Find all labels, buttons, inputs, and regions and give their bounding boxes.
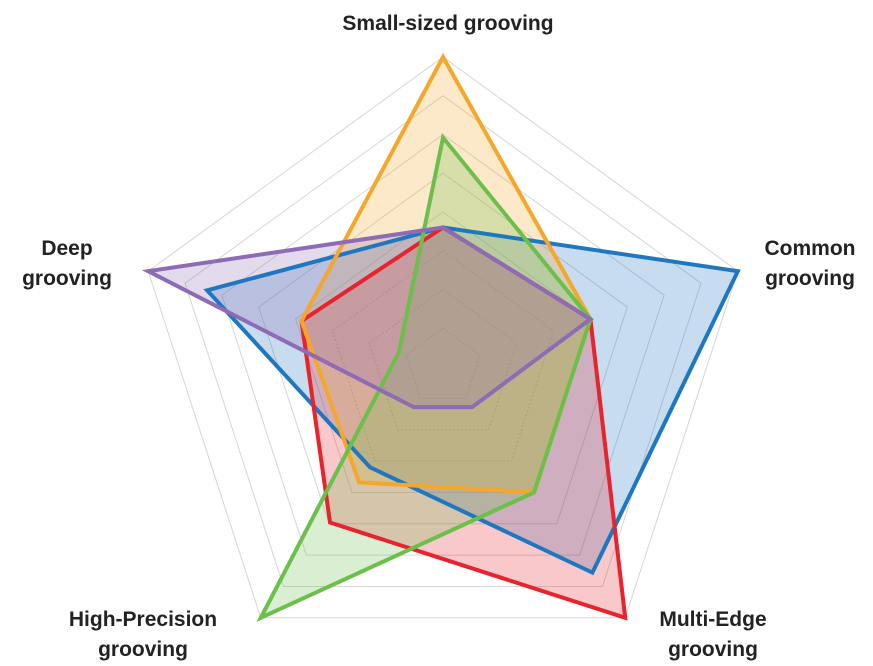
grid-ring-4: [294, 211, 592, 493]
series-5-area: [148, 227, 591, 408]
axis-label-2: Common grooving: [765, 237, 856, 290]
axis-label-1: Small-sized grooving: [342, 12, 553, 35]
series-1-outline: [203, 225, 741, 576]
axis-label-line: grooving: [765, 267, 855, 290]
series-3-area: [301, 57, 591, 493]
axis-label-5: Deep grooving: [22, 237, 112, 290]
grid-ring-1: [405, 327, 481, 399]
grid-ring-7: [184, 95, 702, 587]
axis-label-line: grooving: [22, 267, 112, 290]
axis-label-line: grooving: [668, 638, 758, 661]
axis-label-line: Deep: [41, 237, 92, 260]
axis-label-line: Multi-Edge: [659, 608, 766, 631]
radar-series: [141, 52, 741, 623]
series-1-area: [207, 227, 738, 573]
series-5-outline: [141, 225, 594, 410]
axis-label-line: High-Precision: [69, 608, 217, 631]
axis-label-4: High-Precision grooving: [69, 608, 217, 661]
series-4-area: [260, 137, 591, 618]
grid-ring-6: [221, 133, 665, 556]
grid-ring-5: [258, 172, 628, 525]
axis-label-line: Small-sized grooving: [342, 12, 553, 35]
axis-label-line: Common: [765, 237, 856, 260]
series-4-outline: [256, 133, 593, 623]
series-3-outline: [299, 52, 593, 495]
axis-label-line: grooving: [98, 638, 188, 661]
series-2-area: [301, 227, 626, 618]
radar-grid: [147, 56, 739, 619]
grid-ring-8: [147, 56, 739, 619]
grid-ring-3: [331, 250, 555, 462]
axis-label-3: Multi-Edge grooving: [659, 608, 766, 661]
